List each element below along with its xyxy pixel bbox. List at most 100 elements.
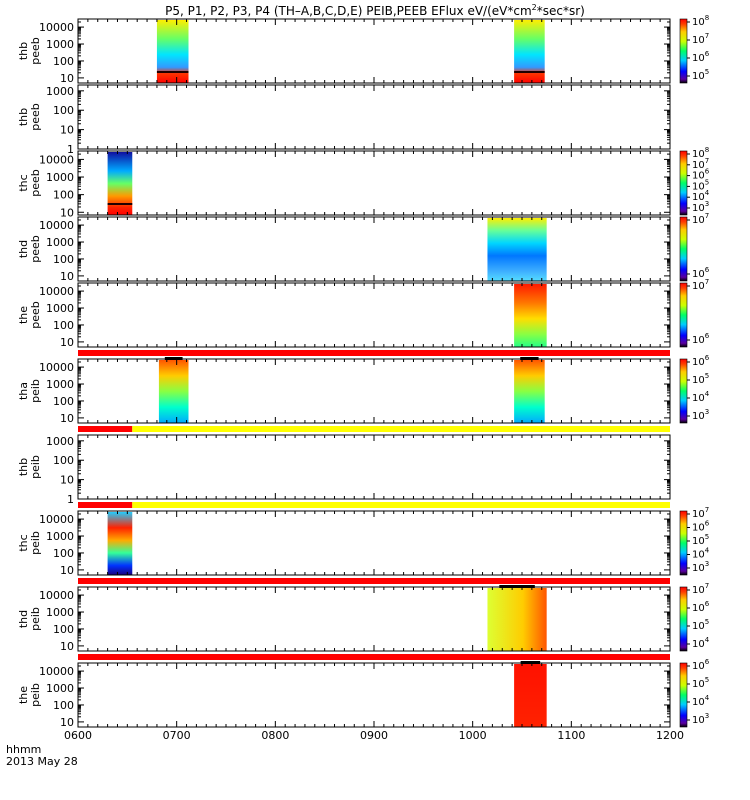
y-tick-label: 100 (53, 699, 74, 712)
flag-bar-yellow (132, 502, 670, 508)
y-tick-label: 10 (60, 564, 74, 577)
colorbar-label: 106 (692, 332, 710, 346)
y-tick-label: 10 (60, 124, 74, 137)
colorbar-label-exp: 6 (705, 266, 710, 274)
colorbar (679, 18, 688, 84)
x-tick-label: 0900 (360, 729, 388, 742)
colorbar-label: 108 (692, 14, 709, 28)
colorbar-label: 105 (692, 372, 709, 386)
x-tick-label: 0700 (163, 729, 191, 742)
y-tick-label: 10 (60, 412, 74, 425)
colorbar-label-exp: 6 (705, 600, 710, 608)
panel-thb-peeb: 10 100 1000 10000 thb peeb 108 107 106 105 (17, 14, 710, 85)
colorbar (679, 150, 688, 216)
y-tick-label: 10 (60, 336, 74, 349)
y-label-probe: tha (17, 382, 30, 400)
y-tick-label: 10 (60, 716, 74, 729)
y-tick-label: 100 (53, 454, 74, 467)
y-label-instrument: peeb (29, 301, 42, 329)
colorbar-label: 107 (692, 212, 709, 226)
x-tick-label: 1100 (557, 729, 585, 742)
y-tick-label: 100 (53, 395, 74, 408)
colorbar-label: 106 (692, 600, 710, 614)
colorbar-label-exp: 5 (705, 372, 709, 380)
panel-tha-peib: 10 100 1000 10000 tha peib 106 105 104 103 (17, 350, 710, 425)
x-tick-label: 1000 (459, 729, 487, 742)
colorbar-label-exp: 6 (705, 168, 710, 176)
y-label-probe: the (17, 306, 30, 324)
colorbar-label: 104 (692, 694, 710, 708)
colorbar-label-exp: 5 (705, 618, 709, 626)
colorbar-label-exp: 3 (705, 408, 709, 416)
colorbar-label-exp: 8 (705, 14, 709, 22)
flag-bar-red (78, 654, 670, 660)
y-tick-label: 10000 (39, 361, 74, 374)
y-tick-label: 10000 (39, 219, 74, 232)
panel-thb-peib: 1 10 100 1000 thb peib (17, 426, 671, 506)
colorbar-label: 103 (692, 712, 709, 726)
y-label-instrument: peib (29, 683, 42, 707)
y-tick-label: 10000 (39, 665, 74, 678)
y-tick-label: 100 (53, 104, 74, 117)
colorbar-label-exp: 5 (705, 178, 709, 186)
y-tick-label: 1 (67, 143, 74, 156)
panel-frame (77, 150, 671, 216)
spectrogram-block (514, 284, 547, 347)
colorbar-label-exp: 7 (705, 582, 709, 590)
y-tick-label: 1000 (46, 435, 74, 448)
spectrogram-band (156, 71, 189, 73)
spectrogram-block (514, 664, 547, 727)
flag-bar-red (78, 502, 133, 508)
y-tick-label: 10 (60, 640, 74, 653)
colorbar-label: 105 (692, 533, 709, 547)
colorbar (679, 216, 688, 282)
panel-frame (77, 586, 671, 652)
flag-bar-red (78, 578, 670, 584)
colorbar-label-exp: 4 (705, 390, 710, 398)
y-tick-label: 10000 (39, 21, 74, 34)
x-tick-label: 0600 (64, 729, 92, 742)
spectrogram-block (107, 152, 133, 215)
colorbar (679, 358, 688, 424)
y-tick-label: 1000 (46, 606, 74, 619)
y-tick-label: 100 (53, 547, 74, 560)
y-tick-label: 1000 (46, 171, 74, 184)
y-label-instrument: peib (29, 531, 42, 555)
y-tick-label: 1000 (46, 378, 74, 391)
spectrogram-block (514, 20, 545, 83)
chart-title: P5, P1, P2, P3, P4 (TH–A,B,C,D,E) PEIB,P… (0, 0, 750, 19)
x-tick-label: 0800 (261, 729, 289, 742)
colorbar-label: 104 (692, 636, 710, 650)
spectrogram-block (156, 20, 189, 83)
y-tick-label: 10000 (39, 153, 74, 166)
y-tick-label: 10 (60, 206, 74, 219)
colorbar (679, 586, 688, 652)
y-tick-label: 10 (60, 474, 74, 487)
chart-title-sup: 2 (531, 3, 537, 12)
y-tick-label: 1000 (46, 302, 74, 315)
y-label-instrument: peeb (29, 37, 42, 65)
colorbar-label-exp: 4 (705, 636, 710, 644)
colorbar-label-exp: 7 (705, 212, 709, 220)
colorbar-label: 107 (692, 278, 709, 292)
y-tick-label: 1000 (46, 38, 74, 51)
y-label-probe: thc (17, 534, 30, 551)
flag-bar-yellow (132, 426, 670, 432)
colorbar-label: 107 (692, 582, 709, 596)
flag-bar-red (78, 426, 133, 432)
colorbar-label-exp: 4 (705, 547, 710, 555)
colorbar-label-exp: 4 (705, 694, 710, 702)
y-tick-label: 10000 (39, 513, 74, 526)
y-tick-label: 100 (53, 189, 74, 202)
y-label-probe: thd (17, 240, 30, 258)
y-tick-label: 10 (60, 270, 74, 283)
panel-thd-peib: 10 100 1000 10000 thd peib 107 106 105 104 (17, 578, 710, 653)
y-label-instrument: peeb (29, 235, 42, 263)
y-tick-label: 1 (67, 493, 74, 506)
x-axis-format-label: hhmm (6, 743, 42, 756)
panel-frame (77, 84, 671, 150)
colorbar-label: 105 (692, 676, 709, 690)
